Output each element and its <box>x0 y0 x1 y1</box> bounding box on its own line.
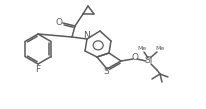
Text: S: S <box>103 67 109 77</box>
Text: F: F <box>35 65 41 73</box>
Text: O: O <box>131 53 138 61</box>
Text: Me: Me <box>137 46 147 51</box>
Text: N: N <box>84 31 90 40</box>
Text: Me: Me <box>155 46 165 51</box>
Text: Si: Si <box>145 55 153 65</box>
Text: O: O <box>56 18 63 26</box>
